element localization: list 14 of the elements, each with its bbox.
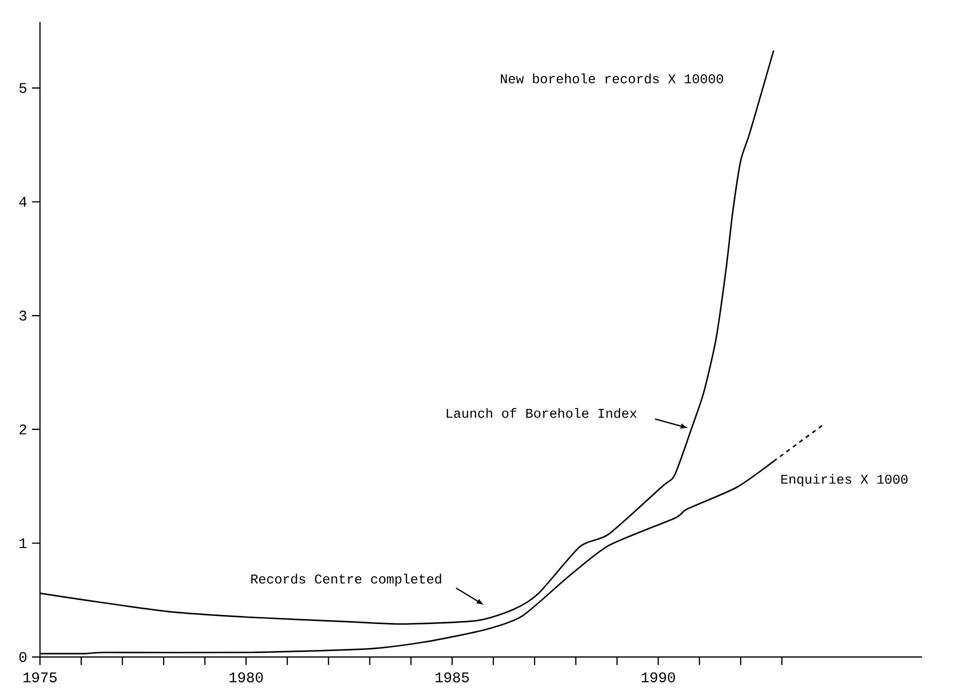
annotation: Records Centre completed [251,574,442,586]
y-tick-label: 2 [20,424,26,434]
y-tick-label: 5 [19,83,26,93]
annotation: Launch of Borehole Index [446,408,637,418]
x-tick-label: 1980 [230,672,263,682]
series-label: Enquiries X 1000 [781,474,908,486]
x-tick-label: 1975 [23,672,57,682]
y-tick-label: 3 [19,310,26,321]
y-tick-label: 0 [19,652,26,662]
x-tick-label: 1985 [436,672,469,682]
y-tick-label: 4 [19,196,27,207]
x-tick-label: 1990 [642,672,675,682]
text: New borehole records X 10000 [500,74,724,84]
y-tick-label: 1 [20,538,27,548]
